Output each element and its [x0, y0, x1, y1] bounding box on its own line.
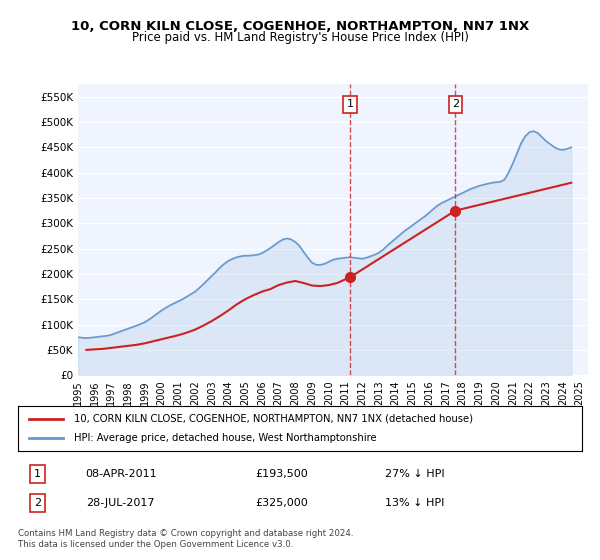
- Text: 1: 1: [34, 469, 41, 479]
- Text: 28-JUL-2017: 28-JUL-2017: [86, 498, 154, 508]
- Text: 10, CORN KILN CLOSE, COGENHOE, NORTHAMPTON, NN7 1NX: 10, CORN KILN CLOSE, COGENHOE, NORTHAMPT…: [71, 20, 529, 32]
- Text: 2: 2: [34, 498, 41, 508]
- Text: £325,000: £325,000: [255, 498, 308, 508]
- Text: 08-APR-2011: 08-APR-2011: [86, 469, 157, 479]
- Text: 13% ↓ HPI: 13% ↓ HPI: [385, 498, 444, 508]
- Text: 27% ↓ HPI: 27% ↓ HPI: [385, 469, 444, 479]
- Text: 10, CORN KILN CLOSE, COGENHOE, NORTHAMPTON, NN7 1NX (detached house): 10, CORN KILN CLOSE, COGENHOE, NORTHAMPT…: [74, 413, 473, 423]
- Text: £193,500: £193,500: [255, 469, 308, 479]
- Text: 1: 1: [347, 99, 353, 109]
- Text: HPI: Average price, detached house, West Northamptonshire: HPI: Average price, detached house, West…: [74, 433, 377, 444]
- Text: 2: 2: [452, 99, 459, 109]
- Text: Contains HM Land Registry data © Crown copyright and database right 2024.
This d: Contains HM Land Registry data © Crown c…: [18, 529, 353, 549]
- Text: Price paid vs. HM Land Registry's House Price Index (HPI): Price paid vs. HM Land Registry's House …: [131, 31, 469, 44]
